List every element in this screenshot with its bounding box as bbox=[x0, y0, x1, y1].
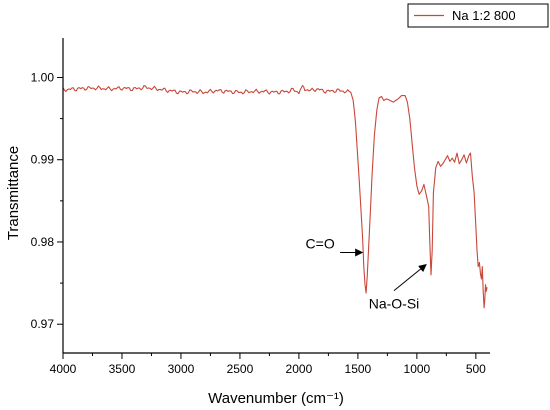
y-axis-title: Transmittance bbox=[5, 146, 22, 240]
x-tick-label: 2000 bbox=[286, 362, 313, 376]
y-tick-label: 1.00 bbox=[31, 70, 55, 84]
x-axis-title: Wavenumber (cm⁻¹) bbox=[208, 390, 344, 407]
x-tick-label: 2500 bbox=[227, 362, 254, 376]
x-tick-label: 3000 bbox=[168, 362, 195, 376]
plot-area bbox=[62, 84, 488, 309]
x-tick-label: 4000 bbox=[50, 362, 77, 376]
legend: Na 1:2 800 bbox=[407, 3, 549, 28]
series-line bbox=[62, 84, 488, 309]
x-tick-label: 1000 bbox=[404, 362, 431, 376]
annotation-arrow-nao bbox=[393, 264, 427, 292]
tick-labels: 4000 3500 3000 2500 2000 1500 1000 500 0.97 0.98 0… bbox=[31, 70, 487, 376]
legend-box bbox=[407, 3, 549, 28]
axes bbox=[57, 38, 490, 359]
annotation-co: C=O bbox=[306, 236, 335, 252]
x-tick-label: 500 bbox=[466, 362, 486, 376]
x-tick-label: 1500 bbox=[345, 362, 372, 376]
y-tick-label: 0.97 bbox=[31, 317, 55, 331]
y-tick-label: 0.99 bbox=[31, 153, 55, 167]
x-tick-label: 3500 bbox=[109, 362, 136, 376]
annotations: C=O Na-O-Si bbox=[306, 236, 427, 312]
y-tick-label: 0.98 bbox=[31, 235, 55, 249]
legend-label: Na 1:2 800 bbox=[452, 8, 516, 23]
annotation-nao-si: Na-O-Si bbox=[369, 296, 420, 312]
